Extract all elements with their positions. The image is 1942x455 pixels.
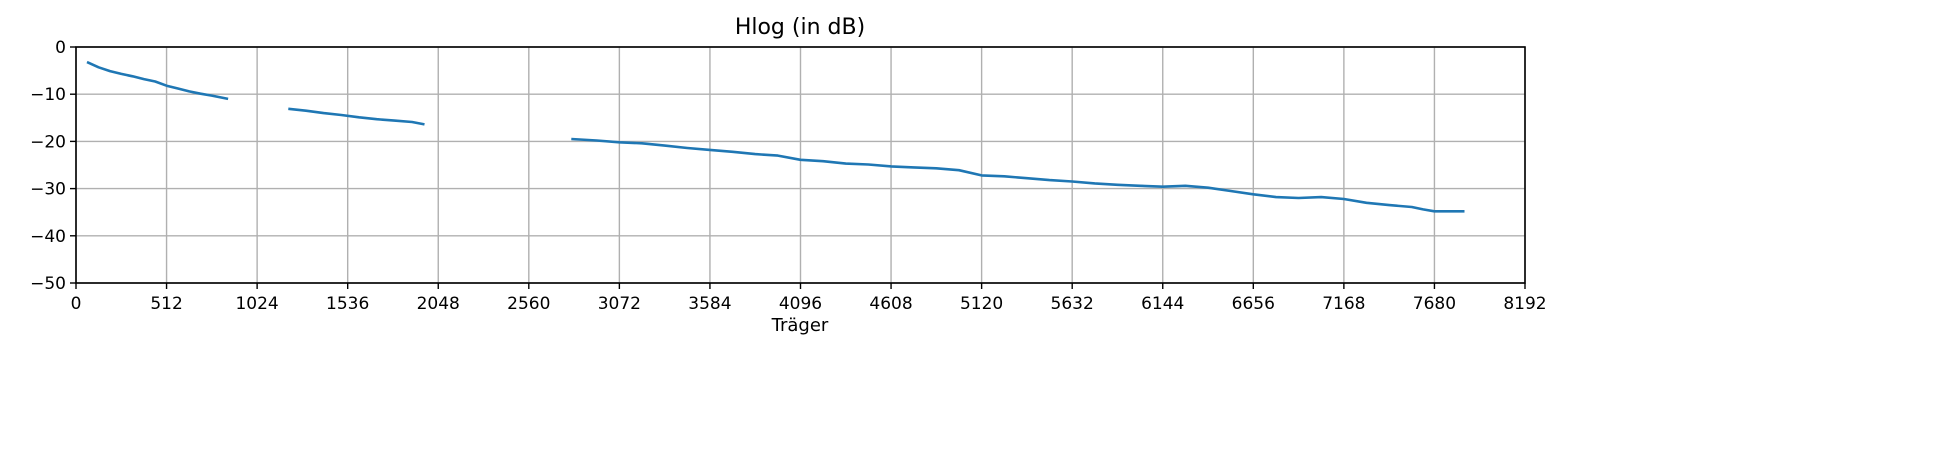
x-tick-label: 5120 [960,294,1003,314]
x-tick-label: 0 [71,294,82,314]
series-lines [86,60,1465,213]
y-tick-label: −10 [30,85,66,105]
y-tick-label: −50 [30,274,66,294]
x-tick-label: 6144 [1141,294,1184,314]
chart-title: Hlog (in dB) [735,15,865,40]
x-tick-label: 2048 [417,294,460,314]
x-tick-label: 1024 [235,294,278,314]
x-axis-label: Träger [771,315,829,336]
x-axis-ticks: 0 512 1024 1536 2048 2560 3072 3584 4096 4608 5120… [71,283,1547,314]
x-tick-label: 7168 [1322,294,1365,314]
x-tick-label: 1536 [326,294,369,314]
hlog-segment-2 [288,107,425,126]
y-tick-label: −40 [30,227,66,247]
x-tick-label: 512 [150,294,182,314]
x-tick-label: 3584 [688,294,731,314]
x-tick-label: 4608 [869,294,912,314]
x-tick-label: 2560 [507,294,550,314]
hlog-segment-1 [86,60,229,101]
x-tick-label: 4096 [779,294,822,314]
x-tick-label: 3072 [598,294,641,314]
y-tick-label: 0 [55,38,66,58]
y-tick-label: −30 [30,180,66,200]
hlog-segment-3 [571,137,1465,213]
x-tick-label: 5632 [1051,294,1094,314]
x-tick-label: 7680 [1413,294,1456,314]
y-axis-ticks: 0 −10 −20 −30 −40 −50 [30,38,76,294]
grid [75,46,1526,284]
y-tick-label: −20 [30,132,66,152]
x-tick-label: 6656 [1232,294,1275,314]
x-tick-label: 8192 [1503,294,1546,314]
